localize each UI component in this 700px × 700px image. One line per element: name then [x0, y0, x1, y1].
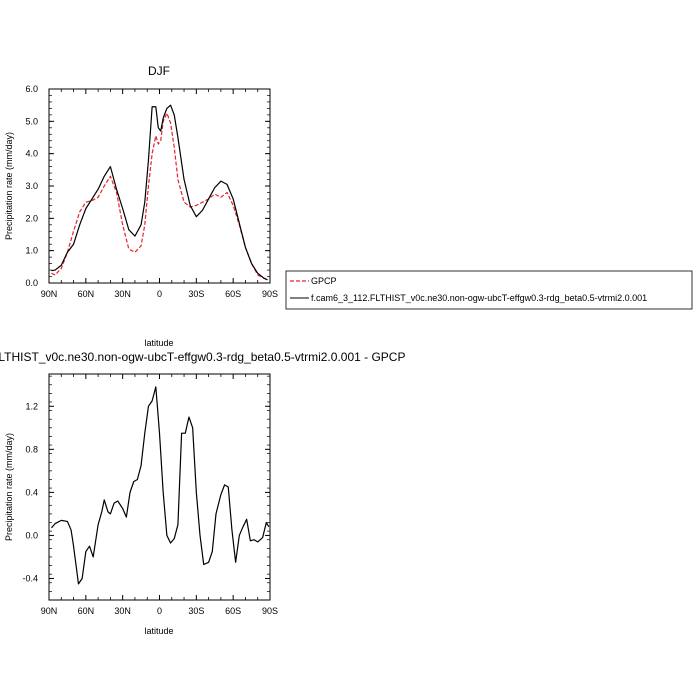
top-xtick-label: 0	[157, 289, 162, 299]
top-series-line-1	[51, 112, 268, 281]
top-xtick-label: 30N	[114, 289, 131, 299]
top-xtick-label: 60N	[78, 289, 95, 299]
top-ytick-label: 5.0	[25, 116, 38, 126]
top-xtick-label: 90S	[262, 289, 278, 299]
legend: GPCP f.cam6_3_112.FLTHIST_v0c.ne30.non-o…	[285, 270, 693, 310]
bottom-chart-ylabel: Precipitation rate (mm/day)	[4, 433, 14, 541]
top-chart-title: DJF	[148, 64, 170, 78]
top-chart-axes: 90N 60N 30N 0 30S 60S 90S 0.0 1.0 2.0 3.0 4.0 5.0 6.0	[25, 84, 278, 299]
top-chart: DJF Precipitation rate (mm/day) latitude…	[4, 64, 278, 348]
bottom-ytick-label: 0.8	[25, 444, 38, 454]
bottom-xtick-label: 30S	[188, 606, 204, 616]
bottom-xtick-label: 0	[157, 606, 162, 616]
bottom-xtick-label: 60N	[78, 606, 95, 616]
top-ytick-label: 4.0	[25, 149, 38, 159]
legend-label-model: f.cam6_3_112.FLTHIST_v0c.ne30.non-ogw-ub…	[311, 293, 647, 303]
bottom-ytick-label: 1.2	[25, 401, 38, 411]
bottom-xtick-label: 60S	[225, 606, 241, 616]
bottom-chart-xlabel: latitude	[144, 626, 173, 636]
top-chart-xlabel: latitude	[144, 338, 173, 348]
top-xtick-label: 30S	[188, 289, 204, 299]
top-chart-ylabel: Precipitation rate (mm/day)	[4, 132, 14, 240]
top-xtick-label: 60S	[225, 289, 241, 299]
top-chart-series	[51, 104, 268, 281]
top-chart-frame	[48, 88, 271, 284]
bottom-chart-axes: 90N 60N 30N 0 30S 60S 90S -0.4 0.0 0.4 0.8 1.2	[22, 374, 278, 616]
bottom-ytick-label: 0.0	[25, 530, 38, 540]
bottom-chart-frame	[48, 373, 271, 601]
top-series-line-2	[51, 104, 268, 281]
top-ytick-label: 6.0	[25, 84, 38, 94]
top-ytick-label: 0.0	[25, 278, 38, 288]
top-xtick-label: 90N	[41, 289, 58, 299]
bottom-xtick-label: 30N	[114, 606, 131, 616]
bottom-ytick-label: -0.4	[22, 573, 38, 583]
top-ytick-label: 1.0	[25, 246, 38, 256]
bottom-chart-title: f.cam6_3_112.FLTHIST_v0c.ne30.non-ogw-ub…	[0, 350, 405, 364]
legend-box	[285, 270, 693, 310]
top-ytick-label: 2.0	[25, 213, 38, 223]
top-ytick-label: 3.0	[25, 181, 38, 191]
bottom-ytick-label: 0.4	[25, 487, 38, 497]
bottom-chart-series	[51, 386, 270, 585]
bottom-series-line-1	[51, 386, 270, 585]
bottom-xtick-label: 90S	[262, 606, 278, 616]
legend-label-gpcp: GPCP	[311, 276, 337, 286]
bottom-xtick-label: 90N	[41, 606, 58, 616]
bottom-chart: f.cam6_3_112.FLTHIST_v0c.ne30.non-ogw-ub…	[0, 350, 405, 636]
